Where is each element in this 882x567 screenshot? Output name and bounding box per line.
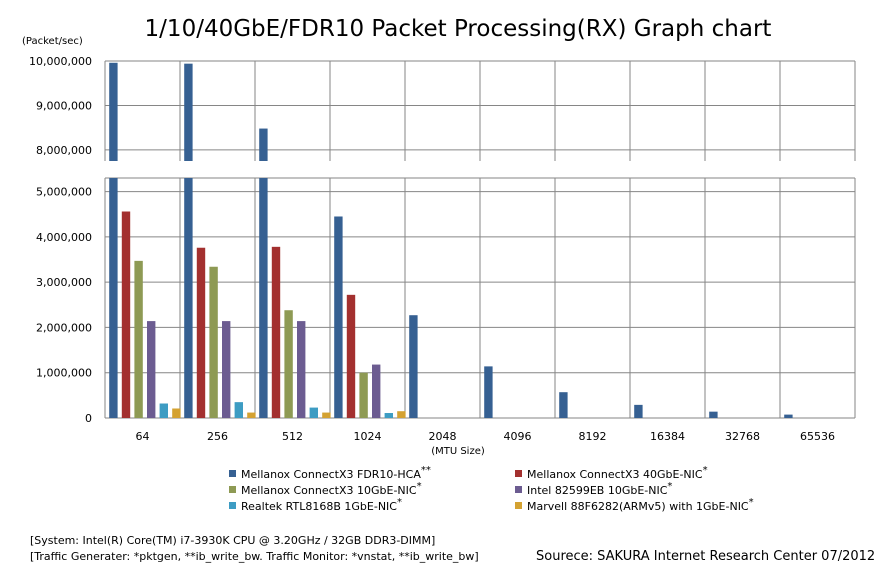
- bar-256-series-1: [196, 247, 206, 418]
- y-tick-label: 5,000,000: [36, 186, 92, 199]
- bar-1024-series-0: [334, 216, 343, 418]
- legend-marker: *: [667, 481, 672, 492]
- legend-marker: *: [417, 481, 422, 492]
- bar-upper-256-series-0: [184, 63, 193, 161]
- x-tick-label: 32768: [725, 430, 760, 443]
- y-tick-label: 0: [85, 412, 92, 425]
- y-tick-label: 4,000,000: [36, 231, 92, 244]
- x-axis-label: (MTU Size): [431, 446, 485, 457]
- bar-1024-series-3: [372, 364, 381, 418]
- bar-64-series-2: [134, 260, 143, 418]
- legend-entry: Mellanox ConnectX3 40GbE-NIC*: [527, 465, 708, 481]
- traffic-footnote: [Traffic Generater: *pktgen, **ib_write_…: [30, 550, 479, 563]
- legend-entry: Marvell 88F6282(ARMv5) with 1GbE-NIC*: [527, 497, 754, 513]
- bar-4096-series-0: [484, 366, 493, 418]
- y-axis-label: (Packet/sec): [22, 36, 83, 47]
- y-tick-label: 9,000,000: [36, 99, 92, 112]
- bar-64-series-3: [147, 321, 156, 418]
- x-tick-label: 65536: [800, 430, 835, 443]
- bar-512-series-5: [322, 412, 331, 418]
- legend-entry: Mellanox ConnectX3 FDR10-HCA**: [241, 465, 431, 481]
- bar-512-series-0: [259, 178, 268, 418]
- legend-swatch: [229, 502, 236, 509]
- y-tick-label: 10,000,000: [29, 55, 92, 68]
- bar-256-series-0: [184, 178, 193, 418]
- y-tick-label: 2,000,000: [36, 321, 92, 334]
- bar-256-series-4: [234, 402, 243, 418]
- bar-32768-series-0: [709, 411, 718, 418]
- bar-256-series-5: [247, 412, 256, 418]
- bar-256-series-2: [209, 266, 218, 418]
- bar-512-series-1: [271, 246, 281, 418]
- x-tick-label: 16384: [650, 430, 685, 443]
- legend-entry: Intel 82599EB 10GbE-NIC*: [527, 481, 672, 497]
- bar-1024-series-5: [397, 411, 406, 418]
- bar-65536-series-0: [784, 414, 793, 418]
- bar-64-series-4: [159, 403, 168, 418]
- bar-1024-series-1: [346, 294, 356, 418]
- bar-64-series-1: [121, 211, 131, 418]
- bar-256-series-3: [222, 321, 231, 418]
- bar-upper-64-series-0: [109, 62, 118, 161]
- bar-2048-series-0: [409, 315, 418, 418]
- bar-512-series-4: [309, 407, 318, 418]
- legend-swatch: [229, 470, 236, 477]
- bar-1024-series-2: [359, 372, 368, 418]
- legend-marker: *: [749, 497, 754, 508]
- x-tick-label: 256: [207, 430, 228, 443]
- upper-plot-panel: 10,000,000 9,000,000 8,000,000: [29, 55, 856, 161]
- x-tick-label: 4096: [504, 430, 532, 443]
- bar-16384-series-0: [634, 404, 643, 418]
- lower-plot-panel: 5,000,000 4,000,000 3,000,000 2,000,000 1,00…: [36, 177, 856, 443]
- legend-swatch: [229, 486, 236, 493]
- x-tick-label: 8192: [579, 430, 607, 443]
- chart-title: 1/10/40GbE/FDR10 Packet Processing(RX) G…: [145, 16, 772, 42]
- bar-512-series-2: [284, 310, 293, 418]
- x-tick-label: 512: [282, 430, 303, 443]
- y-tick-label: 3,000,000: [36, 276, 92, 289]
- x-tick-label: 1024: [354, 430, 382, 443]
- bar-1024-series-4: [384, 413, 393, 418]
- x-tick-label: 64: [136, 430, 150, 443]
- y-tick-label: 8,000,000: [36, 144, 92, 157]
- legend: Mellanox ConnectX3 FDR10-HCA** Mellanox C…: [229, 465, 754, 513]
- bar-64-series-5: [172, 408, 181, 418]
- bar-8192-series-0: [559, 392, 568, 418]
- source-credit: Sourece: SAKURA Internet Research Center…: [536, 549, 875, 564]
- legend-swatch: [515, 470, 522, 477]
- system-footnote: [System: Intel(R) Core(TM) i7-3930K CPU …: [30, 534, 435, 547]
- legend-swatch: [515, 486, 522, 493]
- legend-marker: **: [421, 465, 431, 476]
- bar-upper-512-series-0: [259, 128, 268, 161]
- y-tick-label: 1,000,000: [36, 367, 92, 380]
- bar-64-series-0: [109, 178, 118, 418]
- legend-marker: *: [397, 497, 402, 508]
- legend-marker: *: [703, 465, 708, 476]
- legend-swatch: [515, 502, 522, 509]
- legend-entry: Mellanox ConnectX3 10GbE-NIC*: [241, 481, 422, 497]
- x-tick-label: 2048: [429, 430, 457, 443]
- legend-entry: Realtek RTL8168B 1GbE-NIC*: [241, 497, 402, 513]
- bar-512-series-3: [297, 321, 306, 418]
